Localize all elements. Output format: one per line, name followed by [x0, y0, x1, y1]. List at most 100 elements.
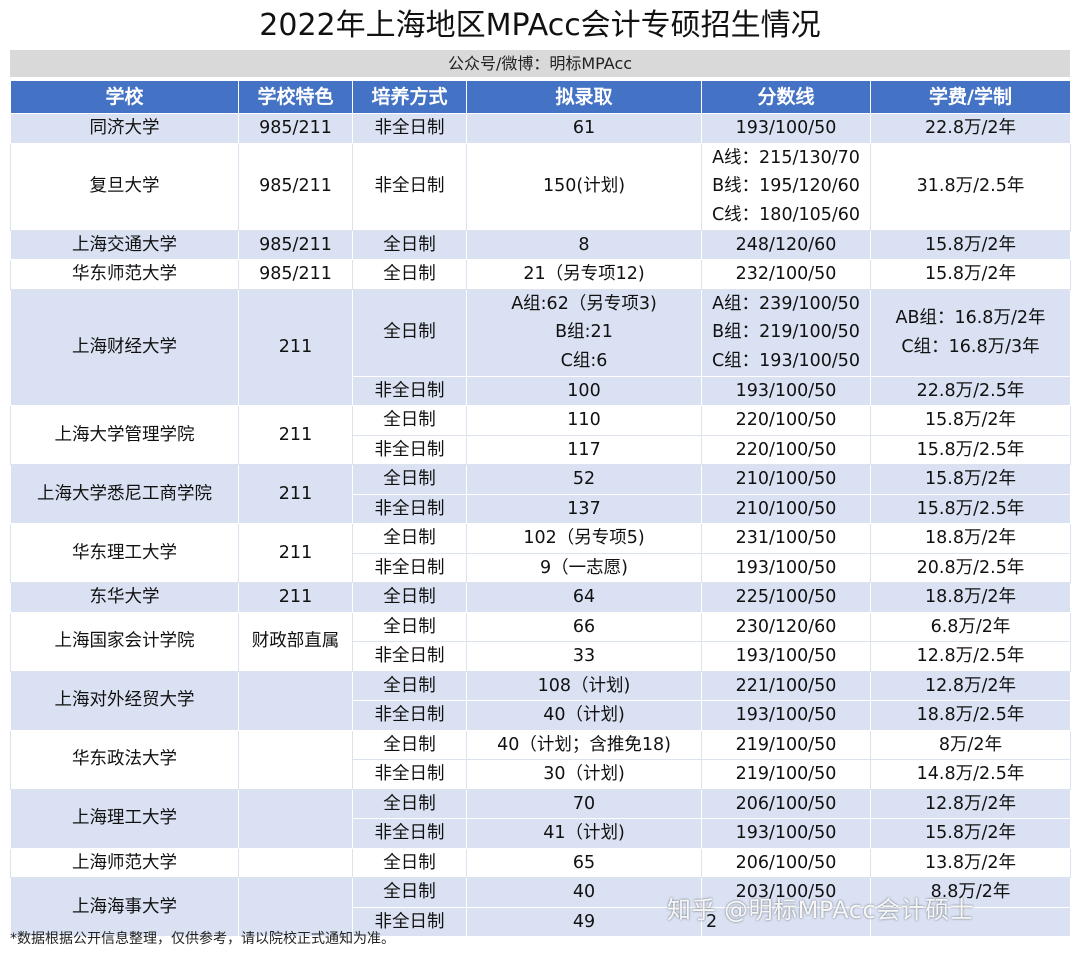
mode-cell: 全日制: [352, 582, 467, 613]
feature-cell: 985/211: [238, 229, 353, 261]
admit-cell: 40（计划): [466, 700, 702, 731]
fee-cell: 6.8万/2年: [870, 611, 1071, 643]
table-row: 非全日制 49 2: [11, 906, 1071, 938]
school-cell: 上海财经大学: [10, 288, 239, 407]
score-cell: 203/100/50: [701, 877, 871, 908]
header-fee: 学费/学制: [870, 80, 1071, 114]
mode-cell: 非全日制: [352, 142, 467, 231]
school-cell: 上海交通大学: [10, 229, 239, 261]
fee-line: C组：16.8万/3年: [901, 336, 1040, 357]
admit-cell: 70: [466, 788, 702, 820]
feature-cell: [238, 670, 353, 731]
mode-cell: 全日制: [352, 405, 467, 436]
admit-cell: 117: [466, 434, 702, 466]
table-row: 非全日制 9（一志愿) 193/100/50 20.8万/2.5年: [11, 552, 1071, 584]
score-cell: 193/100/50: [701, 113, 871, 144]
feature-cell: 985/211: [238, 142, 353, 231]
feature-cell: 211: [238, 582, 353, 613]
admit-cell: 61: [466, 113, 702, 144]
table-row: 非全日制 137 210/100/50 15.8万/2.5年: [11, 493, 1071, 525]
fee-cell: 15.8万/2年: [870, 405, 1071, 436]
admit-cell: 110: [466, 405, 702, 436]
subtitle-banner: 公众号/微博：明标MPAcc: [10, 50, 1070, 77]
score-cell: 231/100/50: [701, 523, 871, 554]
score-cell: 206/100/50: [701, 847, 871, 879]
admit-cell: 108（计划): [466, 670, 702, 702]
school-cell: 同济大学: [10, 113, 239, 144]
feature-cell: 211: [238, 523, 353, 584]
admit-cell: 9（一志愿): [466, 552, 702, 584]
score-cell: 210/100/50: [701, 464, 871, 495]
mode-cell: 全日制: [352, 464, 467, 495]
table-row: 非全日制 40（计划) 193/100/50 18.8万/2.5年: [11, 700, 1071, 731]
table-row: 上海海事大学 全日制 40 203/100/50 8.8万/2年: [10, 877, 1071, 938]
score-cell: A组：239/100/50 B组：219/100/50 C组：193/100/5…: [701, 288, 871, 377]
score-cell: 220/100/50: [701, 405, 871, 436]
table-row: 东华大学 211 全日制 64 225/100/50 18.8万/2年: [10, 582, 1071, 613]
feature-cell: 211: [238, 405, 353, 466]
admit-cell: 40: [466, 877, 702, 908]
table-row: 上海师范大学 全日制 65 206/100/50 13.8万/2年: [10, 847, 1071, 879]
score-line: C组：193/100/50: [711, 351, 861, 372]
fee-cell: 18.8万/2年: [870, 582, 1071, 613]
fee-cell: 13.8万/2年: [870, 847, 1071, 879]
score-cell: 193/100/50: [701, 375, 871, 407]
table-row: 华东理工大学 211 全日制 102（另专项5) 231/100/50 18.8…: [10, 523, 1071, 584]
table-row: 上海理工大学 全日制 70 206/100/50 12.8万/2年: [10, 788, 1071, 849]
table-row: 复旦大学 985/211 非全日制 150(计划) A线：215/130/70 …: [10, 142, 1071, 231]
page-title: 2022年上海地区MPAcc会计专硕招生情况: [259, 8, 821, 43]
table-row: 非全日制 100 193/100/50 22.8万/2.5年: [11, 375, 1071, 407]
school-cell: 复旦大学: [10, 142, 239, 231]
feature-cell: [238, 729, 353, 790]
school-cell: 东华大学: [10, 582, 239, 613]
fee-cell: 18.8万/2.5年: [870, 700, 1071, 731]
score-cell: 210/100/50: [701, 493, 871, 525]
table-row: 非全日制 33 193/100/50 12.8万/2.5年: [11, 641, 1071, 672]
mode-cell: 全日制: [352, 788, 467, 820]
mode-cell: 全日制: [352, 611, 467, 643]
feature-cell: [238, 847, 353, 879]
footnote: *数据根据公开信息整理，仅供参考，请以院校正式通知为准。: [10, 931, 395, 947]
mode-cell: 全日制: [352, 229, 467, 261]
fee-cell: 15.8万/2年: [870, 818, 1071, 849]
score-cell: 193/100/50: [701, 818, 871, 849]
mode-cell: 非全日制: [352, 493, 467, 525]
table-row: 上海对外经贸大学 全日制 108（计划) 221/100/50 12.8万/2年: [10, 670, 1071, 731]
school-cell: 上海海事大学: [10, 877, 239, 938]
header-admit: 拟录取: [466, 80, 702, 114]
admit-cell: 52: [466, 464, 702, 495]
fee-cell: 15.8万/2.5年: [870, 434, 1071, 466]
table-row: 上海财经大学 211 全日制 A组:62（另专项3) B组:21 C组:6 A组…: [10, 288, 1071, 407]
mode-cell: 全日制: [352, 877, 467, 908]
header-mode: 培养方式: [352, 80, 467, 114]
table-header-row: 学校 学校特色 培养方式 拟录取 分数线 学费/学制: [10, 80, 1071, 114]
admit-cell: 66: [466, 611, 702, 643]
fee-cell: 20.8万/2.5年: [870, 552, 1071, 584]
school-cell: 上海国家会计学院: [10, 611, 239, 672]
score-line: C线：180/105/60: [711, 204, 861, 225]
admit-cell: 100: [466, 375, 702, 407]
school-cell: 上海师范大学: [10, 847, 239, 879]
mode-cell: 非全日制: [352, 434, 467, 466]
mode-cell: 非全日制: [352, 552, 467, 584]
fee-cell: 22.8万/2.5年: [870, 375, 1071, 407]
fee-cell: 31.8万/2.5年: [870, 142, 1071, 231]
fee-cell: 14.8万/2.5年: [870, 759, 1071, 790]
score-cell: 2: [701, 906, 871, 938]
admit-line: C组:6: [560, 351, 608, 372]
school-cell: 上海理工大学: [10, 788, 239, 849]
feature-cell: 985/211: [238, 113, 353, 144]
score-cell: 225/100/50: [701, 582, 871, 613]
admit-cell: 64: [466, 582, 702, 613]
fee-cell: 12.8万/2年: [870, 670, 1071, 702]
mode-cell: 非全日制: [352, 759, 467, 790]
school-cell: 上海大学悉尼工商学院: [10, 464, 239, 525]
table-row: 上海交通大学 985/211 全日制 8 248/120/60 15.8万/2年: [10, 229, 1071, 261]
admit-line: B组:21: [555, 322, 613, 343]
score-line: A组：239/100/50: [712, 293, 860, 314]
admit-cell: 137: [466, 493, 702, 525]
score-line: B线：195/120/60: [712, 176, 860, 197]
score-cell: 206/100/50: [701, 788, 871, 820]
table-row: 华东师范大学 985/211 全日制 21（另专项12) 232/100/50 …: [10, 259, 1071, 290]
score-cell: 193/100/50: [701, 552, 871, 584]
